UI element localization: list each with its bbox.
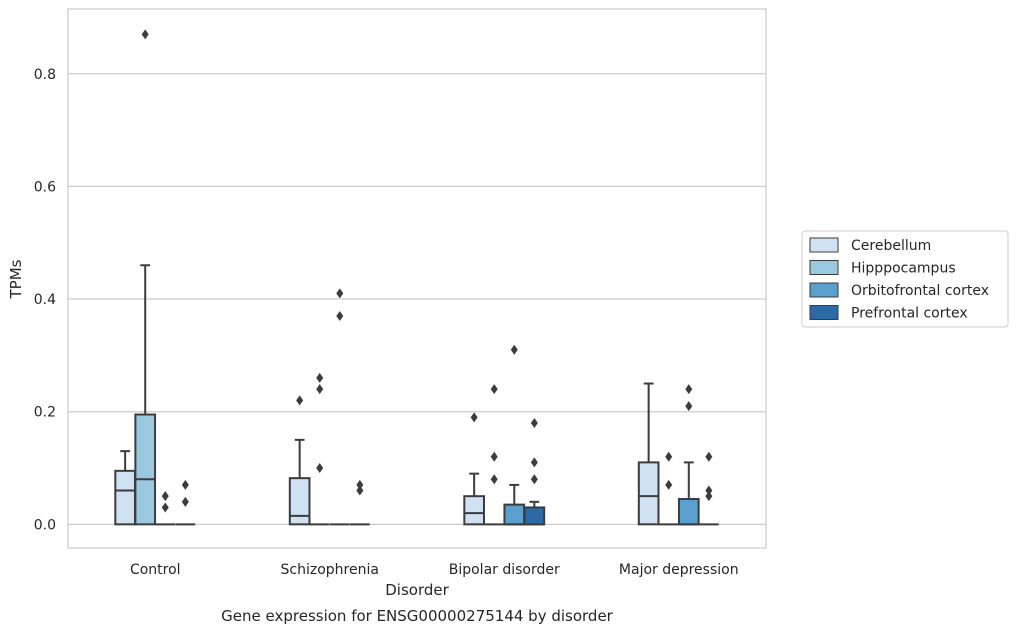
- legend-swatch: [809, 237, 839, 253]
- box-group: [699, 451, 719, 526]
- x-tick-label: Bipolar disorder: [449, 562, 560, 578]
- outlier-point: [685, 384, 693, 395]
- box-group: [134, 29, 157, 526]
- box-group: [309, 372, 330, 526]
- x-tick-label: Schizophrenia: [281, 562, 379, 578]
- y-tick-label: 0.8: [34, 67, 56, 83]
- legend: Cerebellum Hipppocampus Orbitofrontal cort…: [801, 230, 1009, 328]
- outlier-point: [490, 474, 498, 485]
- outlier-point: [530, 417, 538, 428]
- chart-caption: Gene expression for ENSG00000275144 by d…: [221, 607, 614, 625]
- box-group: [484, 384, 505, 526]
- outlier-point: [161, 491, 169, 502]
- outlier-point: [356, 485, 364, 496]
- box: [503, 503, 526, 526]
- outlier-point: [705, 485, 713, 496]
- y-tick-label: 0.0: [34, 517, 56, 533]
- outlier-point: [316, 463, 324, 474]
- box-group: [155, 491, 176, 526]
- outlier-point: [490, 384, 498, 395]
- box: [677, 498, 700, 526]
- outlier-point: [530, 474, 538, 485]
- legend-item: Orbitofrontal cortex: [809, 282, 989, 299]
- legend-swatch: [809, 260, 839, 275]
- legend-label: Orbitofrontal cortex: [851, 283, 989, 299]
- box-group: [677, 384, 700, 526]
- outlier-point: [490, 451, 498, 462]
- outlier-point: [356, 479, 364, 490]
- outlier-point: [181, 496, 189, 507]
- outlier-point: [336, 310, 344, 321]
- x-tick-label: Major depression: [619, 562, 739, 578]
- outlier-point: [161, 502, 169, 513]
- legend-label: Hipppocampus: [851, 261, 956, 277]
- box-group: [329, 288, 350, 526]
- y-tick-label: 0.4: [34, 292, 56, 308]
- outlier-point: [685, 401, 693, 412]
- legend-box: [801, 230, 1009, 328]
- x-tick-label: Control: [130, 562, 181, 578]
- outlier-point: [316, 372, 324, 383]
- outlier-point: [510, 344, 518, 355]
- x-axis-label: Disorder: [385, 581, 449, 599]
- legend-item: Prefrontal cortex: [809, 305, 968, 322]
- legend-item: Hipppocampus: [809, 260, 956, 277]
- y-tick-label: 0.2: [34, 405, 56, 421]
- box-group: [523, 417, 546, 526]
- plot-area: [67, 8, 767, 549]
- box: [288, 477, 311, 526]
- outlier-point: [665, 479, 673, 490]
- box-group: [463, 412, 485, 526]
- box: [114, 469, 136, 526]
- outlier-point: [705, 491, 713, 502]
- legend-swatch: [809, 305, 839, 320]
- box-group: [350, 479, 370, 526]
- legend-label: Cerebellum: [851, 238, 931, 254]
- box: [134, 413, 157, 526]
- box: [637, 461, 660, 526]
- outlier-point: [665, 451, 673, 462]
- box: [463, 495, 485, 526]
- boxes-layer: [114, 29, 719, 526]
- outlier-point: [141, 29, 149, 40]
- box-group: [503, 344, 526, 526]
- outlier-point: [530, 457, 538, 468]
- outlier-point: [470, 412, 478, 423]
- outlier-point: [296, 395, 304, 406]
- outlier-point: [336, 288, 344, 299]
- y-axis-label: TPMs: [7, 259, 25, 299]
- box-group: [288, 395, 311, 526]
- box-group: [658, 451, 679, 526]
- box-group: [114, 450, 136, 526]
- box: [523, 506, 546, 526]
- box-group: [637, 382, 660, 526]
- outlier-point: [181, 479, 189, 490]
- ticks-layer: 0.0 0.2 0.4 0.6 0.8 Control Schizophrenia Bipol…: [34, 67, 739, 578]
- legend-swatch: [809, 282, 839, 298]
- box-group: [175, 479, 196, 526]
- outlier-point: [705, 451, 713, 462]
- outlier-point: [316, 384, 324, 395]
- y-tick-label: 0.6: [34, 179, 56, 195]
- legend-item: Cerebellum: [809, 237, 931, 254]
- legend-label: Prefrontal cortex: [851, 306, 968, 322]
